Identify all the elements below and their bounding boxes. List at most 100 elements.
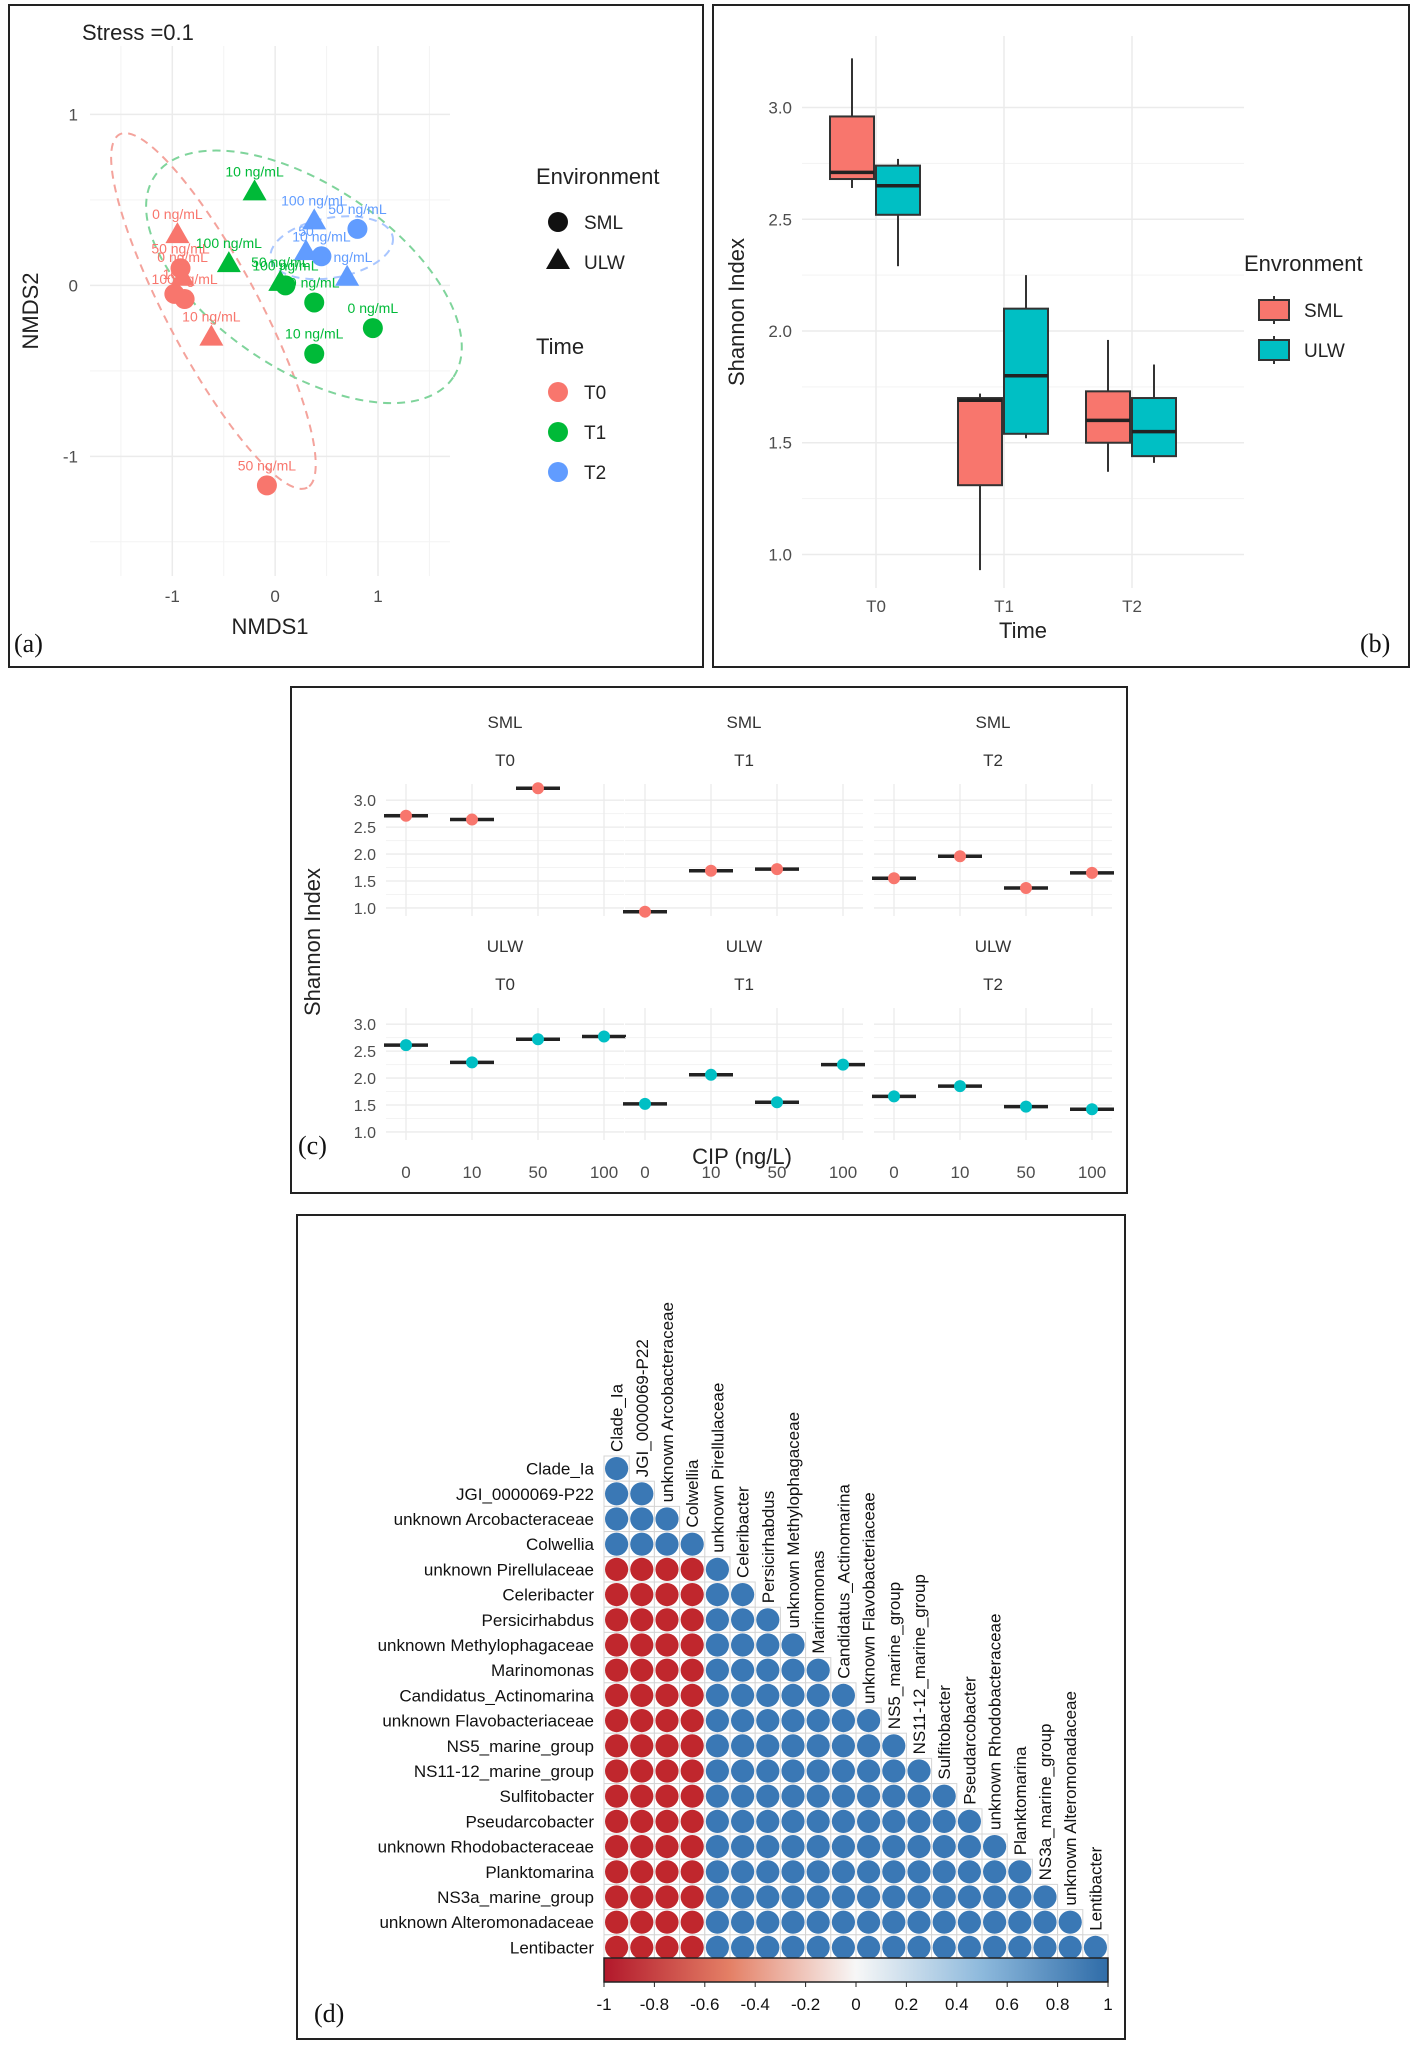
t0-ellipse	[110, 132, 317, 490]
strip-time-label: T1	[734, 975, 754, 994]
legend-ulw-symbol	[546, 248, 570, 269]
positive-correlation-dot	[705, 1633, 729, 1657]
positive-correlation-dot	[857, 1935, 881, 1959]
row-label: Clade_Ia	[526, 1460, 595, 1479]
positive-correlation-dot	[907, 1759, 931, 1783]
positive-correlation-dot	[705, 1734, 729, 1758]
negative-correlation-dot	[680, 1860, 704, 1884]
positive-correlation-dot	[1058, 1935, 1082, 1959]
y-tick-label: 1.0	[354, 901, 376, 918]
legend-key-ulw	[1258, 339, 1290, 361]
positive-correlation-dot	[983, 1910, 1007, 1934]
box-ulw	[1003, 307, 1049, 435]
x-tick-label: 100	[829, 1163, 857, 1182]
point-sml	[174, 289, 195, 310]
row-label: JGI_0000069-P22	[456, 1485, 594, 1504]
legend-t0-label: T0	[584, 383, 606, 404]
x-tick-label: 100	[1078, 1163, 1106, 1182]
colorbar-tick-label: 0	[851, 1995, 860, 2014]
negative-correlation-dot	[655, 1583, 679, 1607]
data-point	[888, 1090, 900, 1103]
positive-correlation-dot	[932, 1885, 956, 1909]
legend-environment-title: Environment	[536, 164, 660, 189]
negative-correlation-dot	[655, 1658, 679, 1682]
positive-correlation-dot	[831, 1860, 855, 1884]
positive-correlation-dot	[831, 1809, 855, 1833]
negative-correlation-dot	[680, 1633, 704, 1657]
t2-ellipse	[269, 215, 394, 281]
point-sml	[347, 218, 368, 239]
positive-correlation-dot	[882, 1759, 906, 1783]
row-label: Colwellia	[526, 1535, 595, 1554]
x-tick-label: 0	[889, 1163, 898, 1182]
positive-correlation-dot	[831, 1835, 855, 1859]
row-label: Persicirhabdus	[482, 1611, 594, 1630]
negative-correlation-dot	[655, 1608, 679, 1632]
strip-env-label: SML	[727, 713, 762, 732]
data-point	[1086, 1103, 1098, 1116]
data-point	[400, 1039, 412, 1052]
negative-correlation-dot	[680, 1759, 704, 1783]
column-label: unknown Arcobacteraceae	[658, 1302, 677, 1502]
positive-correlation-dot	[756, 1658, 780, 1682]
positive-correlation-dot	[806, 1734, 830, 1758]
column-label: Lentibacter	[1086, 1846, 1105, 1930]
positive-correlation-dot	[781, 1709, 805, 1733]
negative-correlation-dot	[630, 1885, 654, 1909]
positive-correlation-dot	[831, 1885, 855, 1909]
column-label: Persicirhabdus	[759, 1491, 778, 1603]
row-label: Celeribacter	[502, 1586, 594, 1605]
y-tick-label: 3.0	[768, 99, 792, 118]
x-tick-label: T2	[1122, 597, 1142, 616]
x-tick-label: 100	[590, 1163, 618, 1182]
positive-correlation-dot	[705, 1759, 729, 1783]
row-label: Marinomonas	[491, 1661, 594, 1680]
negative-correlation-dot	[605, 1835, 629, 1859]
point-sml	[304, 343, 325, 364]
positive-correlation-dot	[781, 1658, 805, 1682]
x-tick-label: 50	[768, 1163, 787, 1182]
legend-t0-symbol	[548, 382, 568, 402]
x-tick-label: 10	[463, 1163, 482, 1182]
data-point	[1020, 881, 1032, 894]
point-sml	[275, 275, 296, 296]
positive-correlation-dot	[680, 1532, 704, 1556]
positive-correlation-dot	[983, 1935, 1007, 1959]
positive-correlation-dot	[756, 1759, 780, 1783]
positive-correlation-dot	[731, 1860, 755, 1884]
positive-correlation-dot	[882, 1835, 906, 1859]
x-tick-label: 10	[951, 1163, 970, 1182]
positive-correlation-dot	[605, 1532, 629, 1556]
positive-correlation-dot	[882, 1809, 906, 1833]
positive-correlation-dot	[882, 1935, 906, 1959]
negative-correlation-dot	[605, 1910, 629, 1934]
y-tick-label: 0	[69, 276, 78, 295]
legend-ulw-label: ULW	[584, 253, 625, 274]
panel-a-nmds: -1 0 1 1 0 -1 0 ng/mL 50 ng/mL 100 100 ng/mL 0 ng/…	[8, 4, 704, 668]
row-label: Planktomarina	[485, 1863, 594, 1882]
x-tick-label: T0	[866, 597, 886, 616]
column-label: NS5_marine_group	[885, 1582, 904, 1729]
data-point	[400, 809, 412, 822]
positive-correlation-dot	[1008, 1935, 1032, 1959]
strip-time-label: T0	[495, 751, 515, 770]
row-label: unknown Rhodobacteraceae	[378, 1838, 594, 1857]
legend-time-title: Time	[536, 334, 584, 359]
negative-correlation-dot	[680, 1784, 704, 1808]
negative-correlation-dot	[605, 1658, 629, 1682]
y-tick-label: 3.0	[354, 1017, 376, 1034]
positive-correlation-dot	[1008, 1910, 1032, 1934]
legend-t1-symbol	[548, 422, 568, 442]
data-point	[954, 1080, 966, 1093]
point-label: 10 ng/mL	[292, 228, 351, 244]
negative-correlation-dot	[655, 1759, 679, 1783]
strip-env-label: SML	[976, 713, 1011, 732]
column-label: unknown Rhodobacteraceae	[986, 1614, 1005, 1830]
negative-correlation-dot	[605, 1734, 629, 1758]
column-label: Sulfitobacter	[935, 1685, 954, 1780]
positive-correlation-dot	[806, 1910, 830, 1934]
column-label: Celeribacter	[734, 1486, 753, 1578]
positive-correlation-dot	[932, 1784, 956, 1808]
column-label: Candidatus_Actinomarina	[834, 1484, 853, 1679]
